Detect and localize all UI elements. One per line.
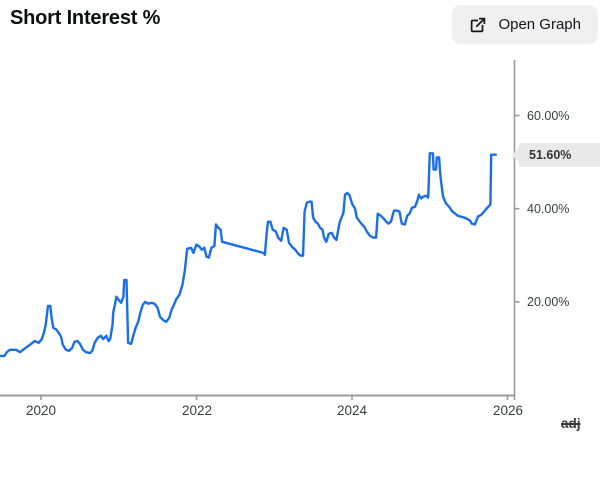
open-graph-button[interactable]: Open Graph <box>452 5 598 44</box>
x-tick-label-2024: 2024 <box>336 403 368 418</box>
adj-toggle[interactable]: adj <box>561 416 581 431</box>
x-tick-label-2020: 2020 <box>25 403 57 418</box>
y-tick-label-40: 40.00% <box>527 202 570 216</box>
last-value-text: 51.60% <box>529 148 572 162</box>
last-value-badge: 51.60% <box>519 143 600 167</box>
x-tick-label-2022: 2022 <box>181 403 213 418</box>
x-tick-label-2026: 2026 <box>492 403 524 418</box>
open-graph-label: Open Graph <box>498 16 581 33</box>
y-tick-label-20: 20.00% <box>527 295 570 309</box>
chart-axes <box>0 60 520 400</box>
page-title: Short Interest % <box>10 7 161 29</box>
series-line <box>0 152 497 358</box>
y-tick-label-60: 60.00% <box>527 109 570 123</box>
external-link-icon <box>469 16 487 34</box>
